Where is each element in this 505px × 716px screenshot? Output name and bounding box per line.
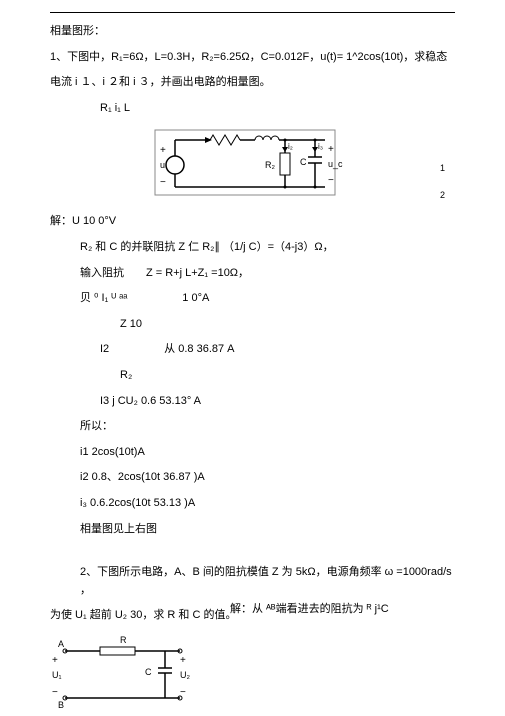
svg-text:A: A: [58, 639, 64, 649]
solution-line-6: i1 2cos(10t)A: [80, 444, 455, 462]
section-title: 相量图形：: [50, 23, 455, 41]
problem2-answer: 解：从 ᴬᴮ端看进去的阻抗为 ᴿ j¹C: [230, 600, 389, 616]
problem1-statement-1: 1、下图中，R₁=6Ω，L=0.3H，R₂=6.25Ω，C=0.012F，u(t…: [50, 49, 455, 67]
problem2-statement-1: 2、下图所示电路，A、B 间的阻抗模值 Z 为 5kΩ，电源角频率 ω =100…: [80, 564, 455, 599]
solution-line-1a: R₂ 和 C 的并联阻抗 Z 仁 R₂∥ （1/j C）=（4-j3）Ω，: [80, 239, 455, 257]
top-rule: [50, 12, 455, 13]
svg-text:−: −: [160, 177, 166, 188]
svg-text:C: C: [300, 157, 307, 167]
side-numbers: 1 2: [440, 155, 445, 209]
solution-line-3: I2 从 0.8 36.87 A: [100, 341, 455, 359]
svg-text:B: B: [58, 700, 64, 710]
side-num-2: 2: [440, 182, 445, 209]
solution-line-5: 所以：: [80, 418, 455, 436]
solution-line-9: 相量图见上右图: [80, 521, 455, 539]
solution-line-1b: 输入阻抗 Z = R+j L+Z₁ =10Ω，: [80, 265, 455, 283]
solution-line-2: 贝 ⁰ I₁ ᵁ ᵃᵃ 1 0°A: [80, 290, 455, 308]
svg-text:U₂: U₂: [180, 670, 190, 680]
problem1-statement-2: 电流 i １、i ２和 i ３，并画出电路的相量图。: [50, 74, 455, 92]
svg-text:C: C: [145, 667, 152, 677]
svg-text:+: +: [328, 144, 334, 155]
svg-text:+: +: [180, 655, 186, 666]
svg-text:+: +: [160, 145, 166, 156]
svg-text:R₂: R₂: [265, 160, 275, 170]
solution-line-2b: Z 10: [120, 316, 455, 334]
circuit2-diagram: A R + U₁ − B C + U₂ −: [50, 633, 200, 713]
solution-line-3b: R₂: [120, 367, 455, 385]
solution-line-7: i2 0.8、2cos(10t 36.87 )A: [80, 469, 455, 487]
solution-header: 解：U 10 0°V: [50, 213, 455, 231]
solution-line-8: i₃ 0.6.2cos(10t 53.13 )A: [80, 495, 455, 513]
svg-text:R: R: [120, 635, 127, 645]
side-num-1: 1: [440, 155, 445, 182]
circuit1-diagram: u + − R₂ i₂ C i₃ + u_c −: [150, 125, 370, 205]
svg-text:+: +: [52, 655, 58, 666]
svg-text:−: −: [52, 687, 58, 698]
svg-text:U₁: U₁: [52, 670, 62, 680]
svg-text:u: u: [160, 160, 165, 170]
solution-line-4: I3 j CU₂ 0.6 53.13° A: [100, 393, 455, 411]
svg-text:u_c: u_c: [328, 159, 343, 169]
svg-text:i₂: i₂: [288, 142, 293, 151]
svg-text:−: −: [328, 175, 334, 186]
circuit1-top-label: R₁ i₁ L: [100, 100, 455, 118]
svg-text:i₃: i₃: [318, 142, 323, 151]
